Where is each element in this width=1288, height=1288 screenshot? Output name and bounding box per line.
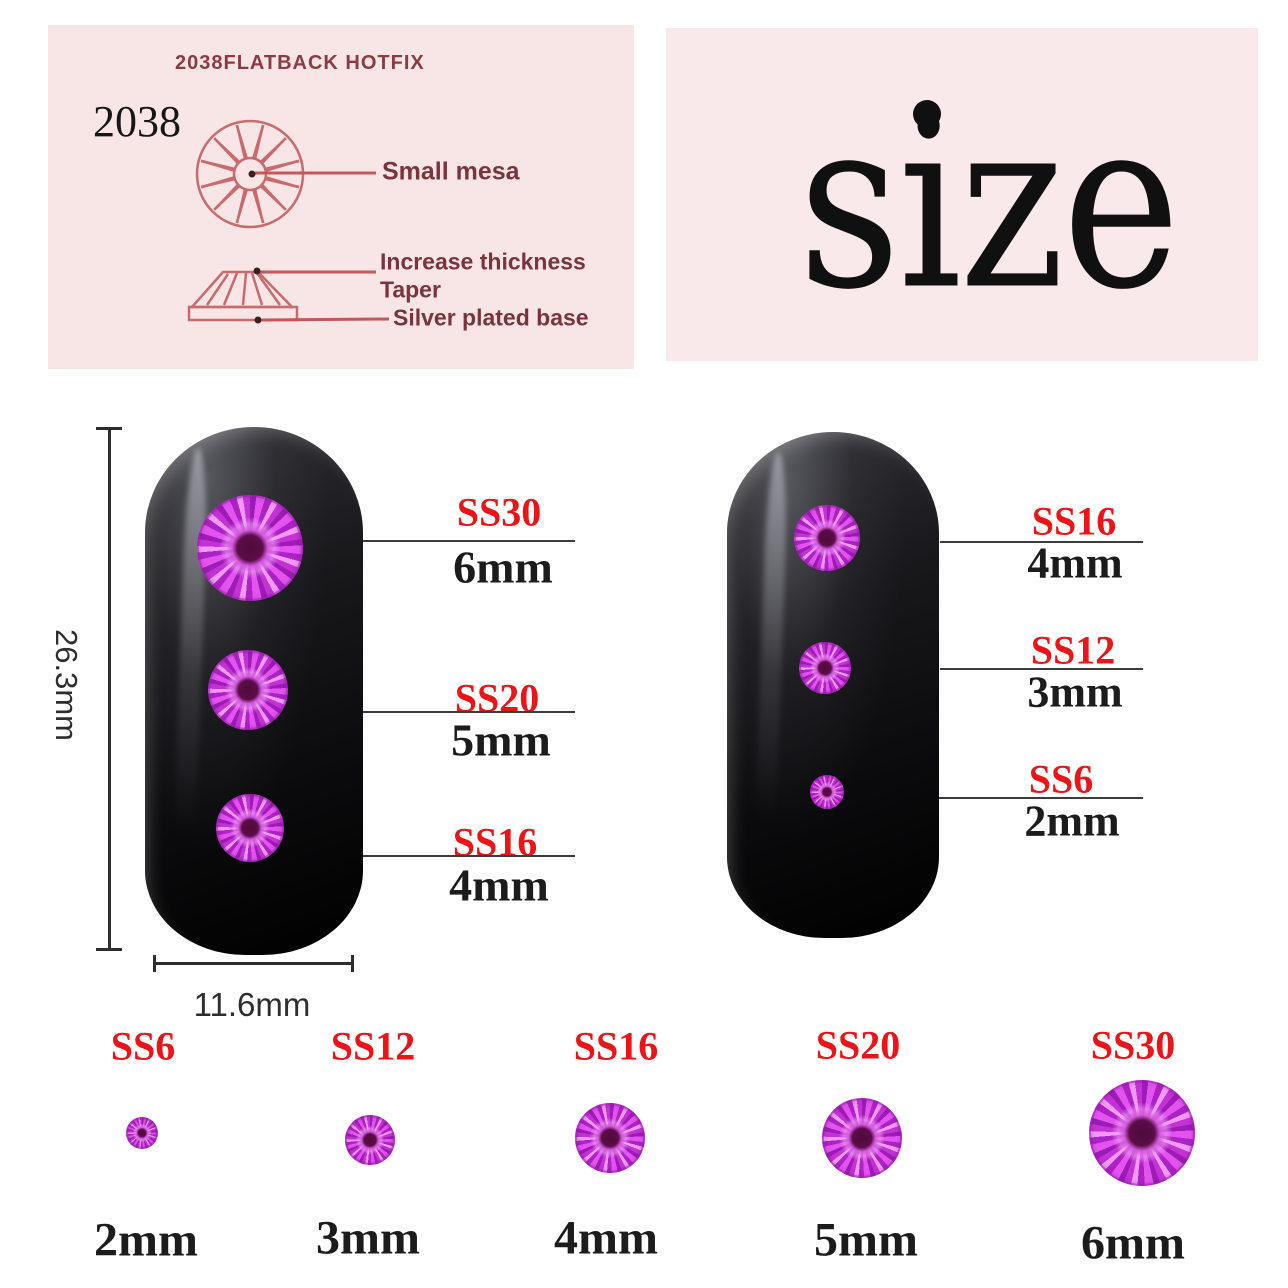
chart-ss-label: SS6 xyxy=(110,1023,176,1069)
leader-line xyxy=(940,541,1143,543)
leader-line xyxy=(340,855,575,857)
right-callout-mm-2: 2mm xyxy=(1024,796,1120,846)
width-dim-cap-right xyxy=(351,955,354,972)
chart-gem-ss16 xyxy=(575,1103,645,1173)
chart-mm-label: 3mm xyxy=(316,1211,420,1265)
leader-line xyxy=(912,797,1143,799)
model-number: 2038 xyxy=(93,97,181,146)
spec-panel-heading: 2038FLATBACK HOTFIX xyxy=(175,52,425,74)
chart-mm-label: 2mm xyxy=(94,1213,198,1267)
callout-taper: Taper xyxy=(380,276,441,303)
right-callout-mm-0: 4mm xyxy=(1027,538,1123,588)
leader-line xyxy=(345,711,575,713)
chart-ss-label: SS30 xyxy=(1090,1022,1176,1068)
rhinestone-ss6 xyxy=(810,775,844,809)
chart-mm-label: 6mm xyxy=(1081,1216,1185,1270)
chart-mm-label: 5mm xyxy=(814,1213,918,1267)
chart-gem-ss12 xyxy=(345,1115,395,1165)
chart-ss-label: SS12 xyxy=(330,1023,416,1069)
left-callout-ss-0: SS30 xyxy=(456,489,542,535)
callout-increase-thickness: Increase thickness xyxy=(380,248,586,275)
rhinestone-ss20 xyxy=(208,650,288,730)
rhinestone-ss30 xyxy=(197,495,303,601)
rhinestone-ss12 xyxy=(799,642,851,694)
length-dimension-line xyxy=(108,428,111,950)
size-title-dot xyxy=(913,100,941,128)
size-panel xyxy=(666,28,1258,361)
chart-gem-ss6 xyxy=(126,1117,158,1149)
leader-line xyxy=(350,540,575,542)
right-callout-ss-2: SS6 xyxy=(1028,756,1094,802)
callout-small-mesa: Small mesa xyxy=(382,157,520,186)
right-nail xyxy=(727,432,939,938)
spec-panel xyxy=(48,25,634,369)
right-callout-ss-0: SS16 xyxy=(1031,498,1117,544)
rhinestone-diagram xyxy=(187,119,390,324)
length-dim-cap-bottom xyxy=(96,948,122,951)
left-callout-ss-2: SS16 xyxy=(452,819,538,865)
size-title: size xyxy=(798,68,1180,342)
left-callout-mm-2: 4mm xyxy=(449,859,549,911)
left-callout-mm-0: 6mm xyxy=(453,541,553,593)
leader-line xyxy=(940,668,1143,670)
left-nail xyxy=(145,427,363,955)
chart-ss-label: SS20 xyxy=(815,1022,901,1068)
callout-silver-plated-base: Silver plated base xyxy=(393,304,589,331)
chart-gem-ss20 xyxy=(822,1098,902,1178)
chart-ss-label: SS16 xyxy=(573,1023,659,1069)
left-callout-mm-1: 5mm xyxy=(451,714,551,766)
length-dim-cap-top xyxy=(96,427,122,430)
left-callout-ss-1: SS20 xyxy=(454,675,540,721)
right-callout-ss-1: SS12 xyxy=(1030,627,1116,673)
nail-width-label: 11.6mm xyxy=(193,986,311,1023)
width-dimension-line xyxy=(153,962,353,965)
rhinestone-ss16 xyxy=(216,794,284,862)
chart-mm-label: 4mm xyxy=(554,1211,658,1265)
nail-length-label: 26.3mm xyxy=(49,629,84,741)
right-callout-mm-1: 3mm xyxy=(1027,667,1123,717)
chart-gem-ss30 xyxy=(1089,1080,1195,1186)
width-dim-cap-left xyxy=(153,955,156,972)
rhinestone-ss16 xyxy=(794,505,860,571)
